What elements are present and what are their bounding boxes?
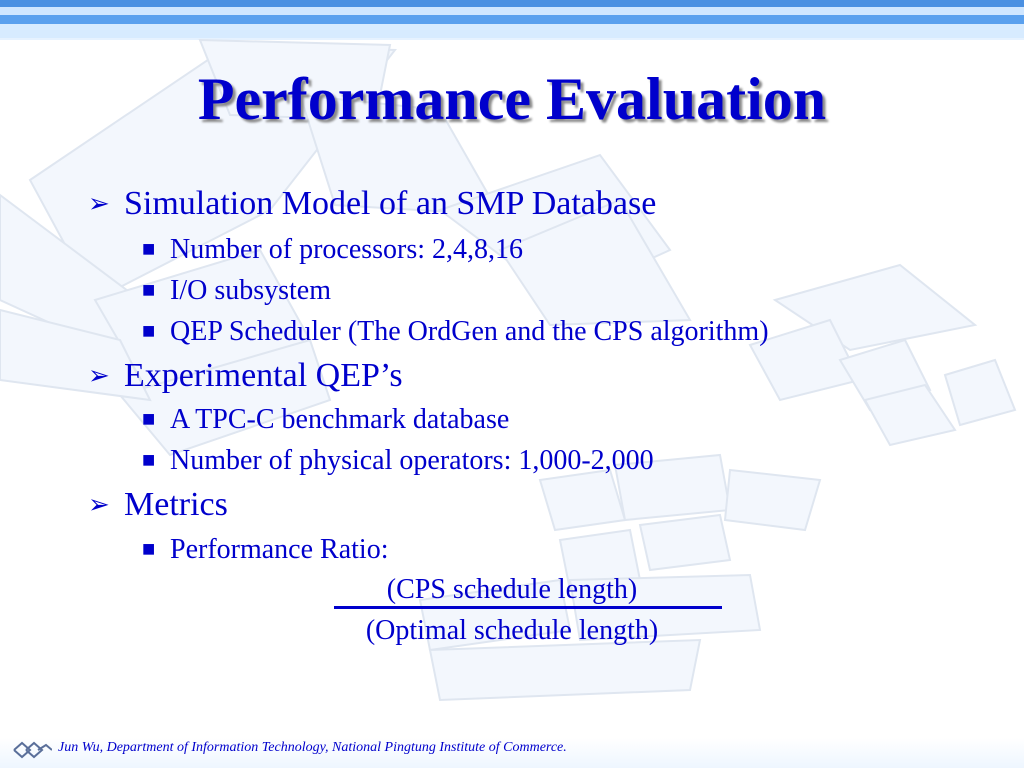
arrow-bullet-icon: ➢ xyxy=(88,361,110,390)
background-tile xyxy=(498,198,692,327)
arrow-bullet-icon: ➢ xyxy=(88,490,110,519)
background-tile xyxy=(118,338,332,457)
square-bullet-icon: ■ xyxy=(142,318,156,343)
banner-stripe xyxy=(0,15,1024,24)
sub-bullet-label: Number of processors: 2,4,8,16 xyxy=(170,234,524,265)
square-bullet-icon: ■ xyxy=(142,277,156,302)
sub-bullet-operators: ■ Number of physical operators: 1,000-2,0… xyxy=(142,443,654,478)
background-tile xyxy=(943,358,1017,427)
square-bullet-icon: ■ xyxy=(142,447,156,472)
sub-bullet-label: A TPC-C benchmark database xyxy=(170,404,510,435)
background-tile xyxy=(638,513,732,572)
banner-stripe xyxy=(0,7,1024,15)
slide-footer: Jun Wu, Department of Information Techno… xyxy=(0,730,1024,768)
background-tile xyxy=(863,383,957,447)
background-tile xyxy=(538,468,627,532)
formula-numerator: (CPS schedule length) xyxy=(386,574,638,605)
footer-band xyxy=(0,738,1024,768)
banner-stripe xyxy=(0,0,1024,7)
bullet-experimental-qeps: ➢ Experimental QEP’s xyxy=(88,356,403,396)
sub-bullet-label: Number of physical operators: 1,000-2,00… xyxy=(170,445,654,476)
sub-bullet-label: Performance Ratio: xyxy=(170,534,389,565)
arrow-bullet-icon: ➢ xyxy=(88,189,110,218)
background-tile xyxy=(418,578,572,652)
top-banner xyxy=(0,0,1024,40)
slide-title: Performance Evaluation xyxy=(197,66,827,132)
square-bullet-icon: ■ xyxy=(142,406,156,431)
formula-denominator: (Optimal schedule length) xyxy=(365,615,659,646)
sub-bullet-processors: ■ Number of processors: 2,4,8,16 xyxy=(142,232,523,267)
bullet-label: Experimental QEP’s xyxy=(124,357,403,394)
sub-bullet-tpcc: ■ A TPC-C benchmark database xyxy=(142,402,509,437)
background-tile xyxy=(0,308,152,402)
fraction-bar xyxy=(334,606,722,609)
bullet-simulation-model: ➢ Simulation Model of an SMP Database xyxy=(88,184,656,224)
sub-bullet-label: I/O subsystem xyxy=(170,275,331,306)
sub-bullet-label: QEP Scheduler (The OrdGen and the CPS al… xyxy=(170,316,769,347)
sub-bullet-qep-scheduler: ■ QEP Scheduler (The OrdGen and the CPS a… xyxy=(142,314,769,349)
bullet-metrics: ➢ Metrics xyxy=(88,485,228,525)
square-bullet-icon: ■ xyxy=(142,236,156,261)
bullet-label: Simulation Model of an SMP Database xyxy=(124,185,657,222)
sub-bullet-io-subsystem: ■ I/O subsystem xyxy=(142,273,331,308)
footer-logo-icon xyxy=(13,741,52,759)
background-tile xyxy=(428,638,702,702)
banner-stripe xyxy=(0,24,1024,38)
background-tile xyxy=(723,468,822,532)
bullet-label: Metrics xyxy=(124,486,228,523)
sub-bullet-performance-ratio: ■ Performance Ratio: xyxy=(142,532,388,567)
footer-credit: Jun Wu, Department of Information Techno… xyxy=(58,740,567,755)
square-bullet-icon: ■ xyxy=(142,536,156,561)
